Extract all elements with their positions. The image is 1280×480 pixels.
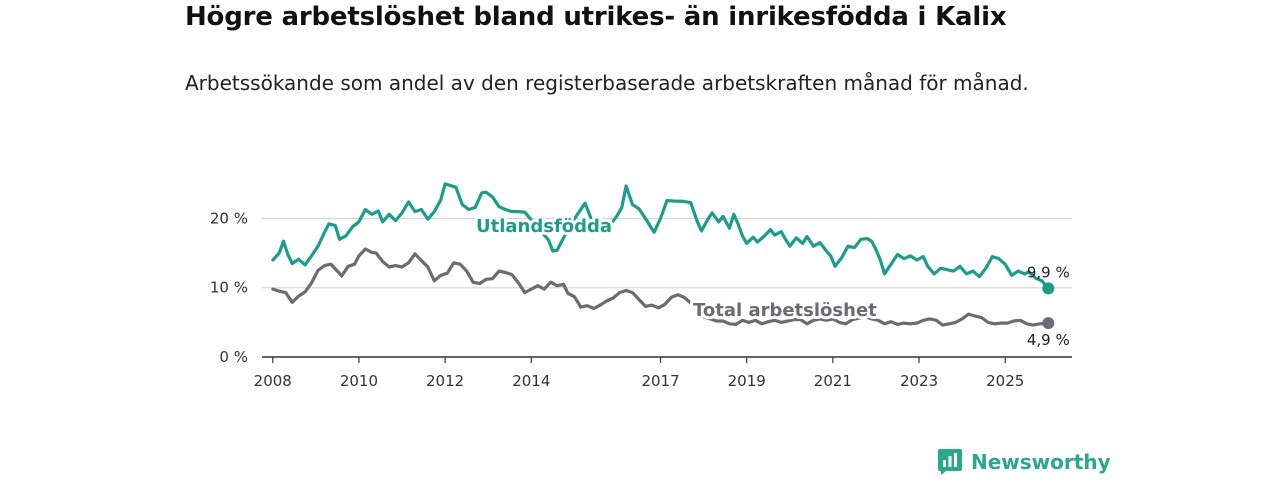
y-tick-label: 10 % — [210, 279, 248, 297]
grid-lines — [262, 217, 1072, 289]
y-axis: 0 % 10 % 20 % — [210, 209, 248, 366]
series-line-utlandsfodda — [271, 182, 1050, 290]
series-line-total — [271, 247, 1050, 327]
end-value-label-utlandsfodda: 9,9 % — [1027, 263, 1070, 281]
x-tick-label: 2008 — [254, 372, 292, 390]
y-tick-label: 0 % — [219, 348, 248, 366]
x-tick-label: 2023 — [900, 372, 938, 390]
x-tick-label: 2017 — [641, 372, 679, 390]
x-tick-label: 2012 — [426, 372, 464, 390]
series-labels: Utlandsfödda Total arbetslöshet 9,9 % 4,9 % — [473, 213, 1070, 349]
x-tick-label: 2025 — [986, 372, 1024, 390]
series-label-utlandsfodda: Utlandsfödda — [476, 216, 612, 237]
series-lines — [271, 182, 1055, 330]
chart-subtitle: Arbetssökande som andel av den registerb… — [185, 71, 1029, 95]
chart-title: Högre arbetslöshet bland utrikes- än inr… — [185, 2, 1007, 32]
x-axis: 2008 2010 2012 2014 2017 2019 2021 2023 2025 — [254, 356, 1072, 390]
x-tick-label: 2014 — [512, 372, 550, 390]
brand-name: Newsworthy — [971, 450, 1111, 474]
end-value-label-total: 4,9 % — [1027, 331, 1070, 349]
bar-chart-logo-icon — [938, 449, 962, 475]
newsworthy-logo: Newsworthy — [937, 448, 1111, 476]
series-end-point — [1042, 282, 1055, 295]
x-tick-label: 2019 — [728, 372, 766, 390]
series-end-point — [1042, 317, 1055, 330]
x-tick-label: 2021 — [814, 372, 852, 390]
x-tick-label: 2010 — [340, 372, 378, 390]
series-label-total: Total arbetslöshet — [693, 300, 877, 321]
y-tick-label: 20 % — [210, 209, 248, 227]
